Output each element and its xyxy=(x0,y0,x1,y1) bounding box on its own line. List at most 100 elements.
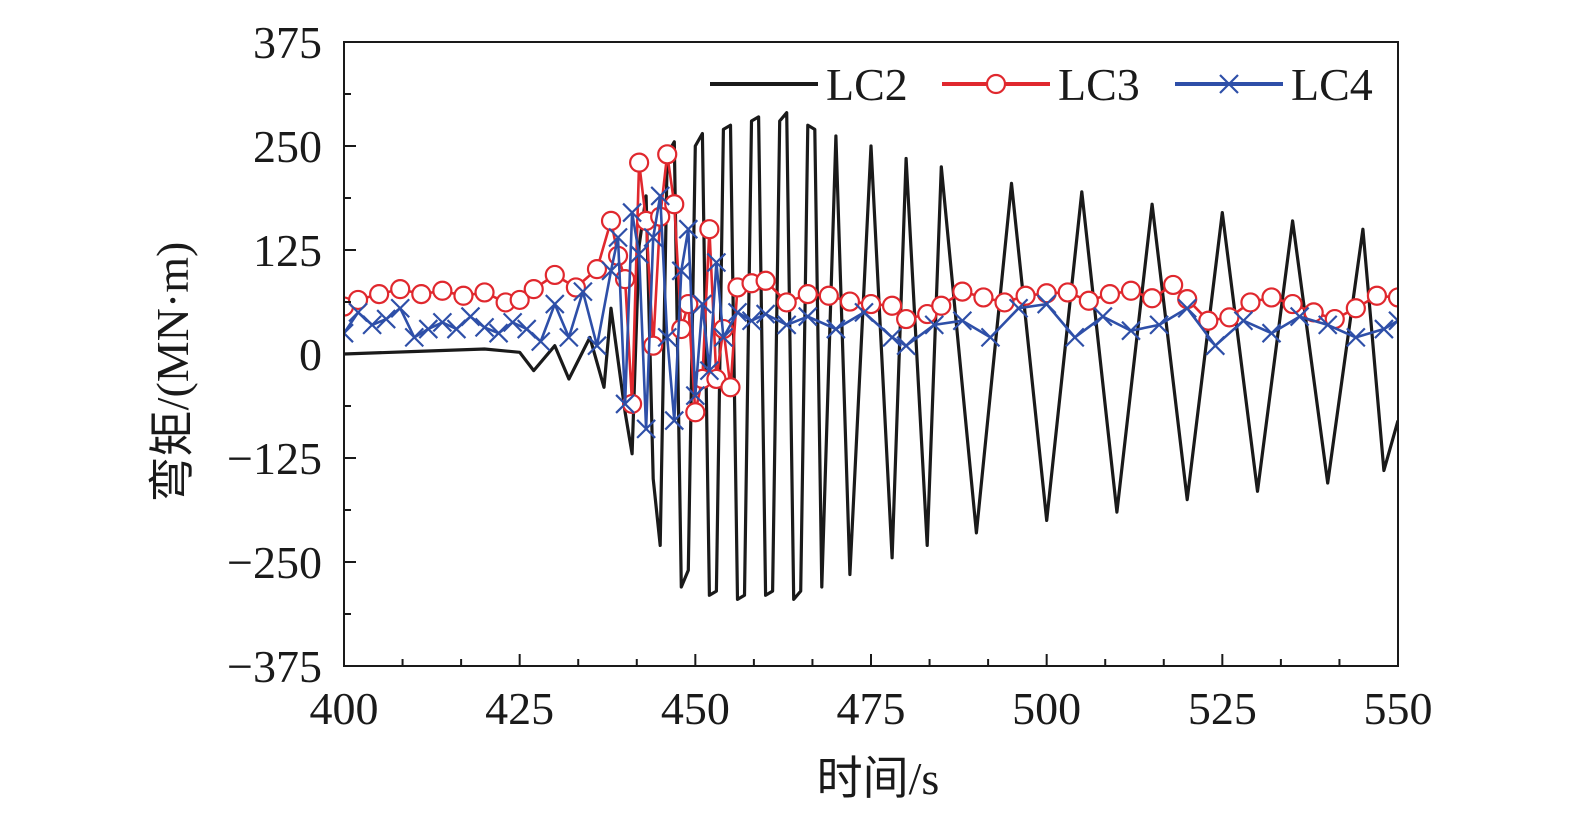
data-point-lc4 xyxy=(418,319,439,339)
data-point-lc3 xyxy=(1261,287,1282,308)
data-point-lc4 xyxy=(344,323,354,343)
data-point-lc4 xyxy=(636,419,656,439)
data-point-lc4 xyxy=(924,315,945,335)
data-point-lc4 xyxy=(1261,323,1282,343)
marker-stroke xyxy=(1374,319,1394,339)
data-point-lc4 xyxy=(1346,327,1366,348)
marker-stroke xyxy=(502,312,523,333)
data-point-lc4 xyxy=(587,335,607,356)
data-point-lc4 xyxy=(1205,335,1226,356)
data-point-lc3 xyxy=(1366,285,1388,306)
data-point-lc3 xyxy=(720,377,741,398)
data-point-lc4 xyxy=(629,244,649,264)
data-point-lc4 xyxy=(664,410,685,431)
y-tick-label: −250 xyxy=(227,537,322,588)
marker-stroke xyxy=(1233,310,1254,331)
data-point-lc4 xyxy=(460,306,481,327)
data-point-lc3 xyxy=(1141,288,1163,309)
marker-stroke xyxy=(664,410,685,431)
marker-stroke xyxy=(1093,306,1113,327)
marker-stroke xyxy=(516,319,537,339)
marker-stroke xyxy=(1388,319,1398,331)
data-point-lc3 xyxy=(586,259,608,280)
data-point-lc4 xyxy=(797,306,818,327)
marker-stroke xyxy=(1205,335,1226,356)
marker-stroke xyxy=(587,335,607,356)
marker-stroke xyxy=(980,327,1001,348)
marker-stroke xyxy=(671,261,692,281)
data-point-lc3 xyxy=(776,292,797,313)
data-point-lc3 xyxy=(474,282,495,303)
marker-stroke xyxy=(348,302,368,323)
legend-item-lc4: LC4 xyxy=(1175,59,1373,110)
marker-stroke xyxy=(601,261,621,281)
data-point-lc4 xyxy=(1008,298,1029,319)
marker-stroke xyxy=(622,202,642,223)
legend-item-lc2: LC2 xyxy=(710,59,908,110)
data-point-lc4 xyxy=(1064,327,1085,348)
marker-stroke xyxy=(727,302,748,323)
data-point-lc3 xyxy=(1198,310,1219,331)
data-point-lc4 xyxy=(657,327,678,348)
data-point-lc3 xyxy=(818,285,839,306)
data-point-lc4 xyxy=(446,319,467,339)
data-point-lc3 xyxy=(347,289,369,311)
marker-stroke xyxy=(404,327,425,348)
data-point-lc4 xyxy=(530,331,551,352)
legend-label: LC2 xyxy=(826,59,908,110)
series-lc4 xyxy=(344,186,1398,439)
data-point-lc3 xyxy=(544,264,565,286)
data-point-lc4 xyxy=(348,302,368,323)
data-point-lc4 xyxy=(896,335,916,356)
x-tick-label: 450 xyxy=(661,683,730,734)
x-tick-label: 425 xyxy=(485,683,554,734)
legend-label: LC3 xyxy=(1058,59,1140,110)
data-point-lc4 xyxy=(1317,315,1338,335)
y-tick-label: −125 xyxy=(227,433,322,484)
legend-marker xyxy=(985,73,1007,95)
data-point-lc3 xyxy=(621,393,643,415)
data-point-lc4 xyxy=(1121,320,1141,341)
data-point-lc4 xyxy=(706,252,727,273)
marker-stroke xyxy=(1261,323,1282,343)
marker-stroke xyxy=(432,312,453,333)
data-point-lc3 xyxy=(839,291,861,312)
data-point-lc3 xyxy=(600,210,622,231)
x-tick-label: 525 xyxy=(1188,683,1257,734)
marker-stroke xyxy=(460,306,481,327)
data-point-lc3 xyxy=(896,308,917,330)
data-point-lc3 xyxy=(881,295,903,316)
data-point-lc4 xyxy=(404,327,425,348)
data-point-lc4 xyxy=(671,261,692,281)
y-tick-label: 250 xyxy=(253,121,322,172)
marker-stroke xyxy=(1008,298,1029,319)
y-tick-label: 0 xyxy=(299,329,322,380)
data-point-lc3 xyxy=(411,283,432,305)
data-point-lc3 xyxy=(1057,282,1078,303)
marker-stroke xyxy=(376,309,396,329)
marker-stroke xyxy=(629,244,649,264)
marker-stroke xyxy=(362,315,382,335)
marker-stroke xyxy=(1036,294,1057,314)
data-point-lc4 xyxy=(1093,306,1113,327)
data-point-lc4 xyxy=(692,294,713,314)
data-point-lc4 xyxy=(608,227,628,248)
marker-stroke xyxy=(1121,320,1141,341)
marker-stroke xyxy=(678,219,699,239)
data-point-lc4 xyxy=(1374,319,1394,339)
y-tick-label: −375 xyxy=(227,641,322,692)
data-point-lc3 xyxy=(369,283,390,305)
marker-stroke xyxy=(713,327,734,348)
marker-stroke xyxy=(1149,315,1169,335)
data-point-lc4 xyxy=(727,302,748,323)
legend-label: LC4 xyxy=(1291,59,1373,110)
data-point-lc3 xyxy=(664,194,685,215)
marker-stroke xyxy=(545,294,565,314)
data-point-lc3 xyxy=(565,277,586,298)
data-point-lc3 xyxy=(523,279,544,300)
marker-stroke xyxy=(952,310,973,331)
data-point-lc4 xyxy=(516,319,537,339)
data-point-lc4 xyxy=(622,202,642,223)
data-point-lc4 xyxy=(1036,294,1057,314)
marker-stroke xyxy=(390,298,410,319)
